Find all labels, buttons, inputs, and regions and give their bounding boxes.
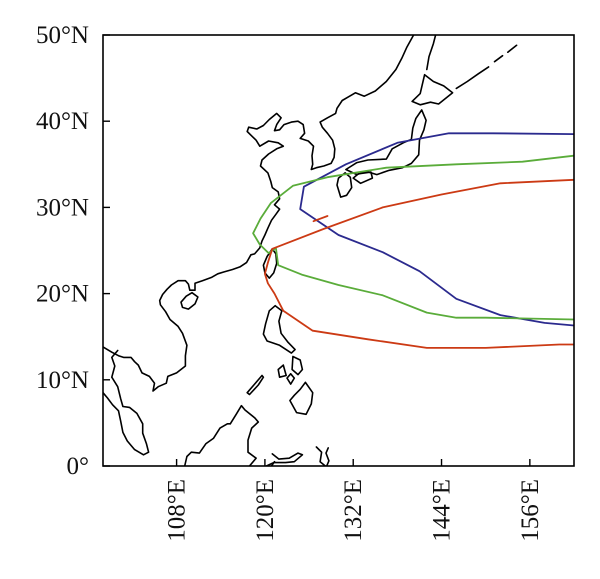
coastline-7 [246, 374, 265, 396]
lat-tick-label: 10°N [36, 367, 89, 394]
lat-tick-label: 20°N [36, 281, 89, 308]
coastline-10 [336, 172, 353, 198]
coastline-12 [103, 35, 415, 392]
coastline-19 [103, 349, 150, 456]
coastline-2 [262, 304, 296, 354]
lon-tick-label: 108°E [164, 479, 191, 542]
coastline-1 [180, 291, 199, 310]
lon-tick-label: 144°E [429, 479, 456, 542]
latitude-axis: 0° 10°N 20°N 30°N 40°N 50°N [36, 22, 110, 480]
lat-tick-label: 0° [67, 453, 90, 480]
coastline-23 [325, 447, 330, 466]
contour-line-2-0 [264, 178, 574, 349]
coastline-16 [507, 44, 518, 53]
coastline-17 [229, 404, 260, 466]
contour-line-2-1 [312, 215, 329, 223]
lon-tick-label: 156°E [517, 479, 544, 542]
coastline-layer [103, 35, 518, 466]
coastline-0 [262, 248, 278, 279]
longitude-axis: 108°E 120°E 132°E 144°E 156°E [164, 459, 544, 542]
coastline-18 [183, 423, 232, 466]
contour-layer [252, 132, 574, 349]
coastline-4 [277, 364, 287, 378]
lat-tick-label: 50°N [36, 22, 89, 49]
coastline-5 [286, 373, 296, 385]
coastline-13 [426, 35, 437, 71]
lat-tick-label: 40°N [36, 108, 89, 135]
coastline-11 [352, 171, 374, 185]
coastline-9 [411, 73, 454, 106]
coastline-8 [345, 109, 427, 176]
coastline-15 [493, 54, 504, 63]
contour-line-0-0 [299, 132, 574, 327]
coastline-14 [455, 66, 490, 90]
coastline-6 [289, 381, 314, 416]
coastline-22 [315, 446, 327, 466]
coastline-20 [265, 452, 304, 466]
coastline-3 [291, 355, 304, 376]
lon-tick-label: 132°E [340, 479, 367, 542]
contour-line-1-0 [252, 154, 574, 321]
lon-tick-label: 120°E [252, 479, 279, 542]
lat-tick-label: 30°N [36, 194, 89, 221]
map-frame [102, 34, 575, 467]
